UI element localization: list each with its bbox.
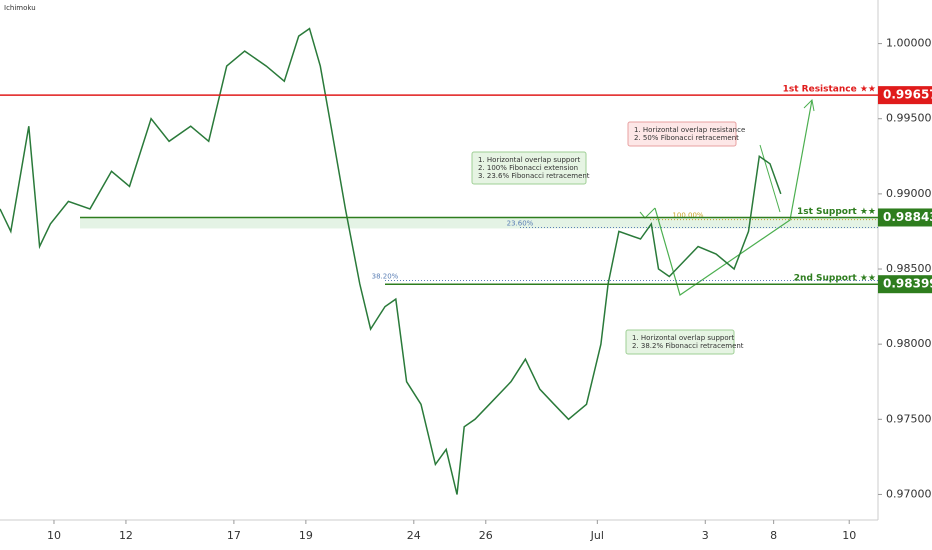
price-tag-label: 0.98399 bbox=[883, 277, 932, 291]
price-tag bbox=[878, 208, 932, 227]
arrow-head bbox=[803, 98, 815, 112]
annotation-text: 1. Horizontal overlap resistance bbox=[634, 126, 745, 134]
x-tick-label: 10 bbox=[47, 529, 61, 542]
x-tick-label: 17 bbox=[227, 529, 241, 542]
y-tick-label: 0.98000 bbox=[886, 337, 932, 350]
price-tag bbox=[878, 86, 932, 105]
y-tick-label: 1.00000 bbox=[886, 37, 932, 50]
support-zone bbox=[80, 217, 878, 229]
y-tick-label: 0.97500 bbox=[886, 412, 932, 425]
fib-label: 23.60% bbox=[507, 220, 534, 228]
x-tick-label: 19 bbox=[299, 529, 313, 542]
level-name: 2nd Support ★★ bbox=[794, 274, 876, 284]
annotation-text: 1. Horizontal overlap support bbox=[632, 334, 735, 342]
y-tick-label: 0.99500 bbox=[886, 112, 932, 125]
arrow-path bbox=[759, 144, 781, 213]
x-tick-label: 26 bbox=[479, 529, 493, 542]
price-line bbox=[0, 27, 782, 495]
annotation-text: 1. Horizontal overlap support bbox=[478, 156, 581, 164]
price-tag bbox=[878, 275, 932, 294]
level-name: 1st Support ★★ bbox=[797, 207, 876, 217]
x-tick-label: 3 bbox=[702, 529, 709, 542]
x-tick-label: Jul bbox=[590, 529, 604, 542]
x-tick-label: 12 bbox=[119, 529, 133, 542]
annotation-text: 3. 23.6% Fibonacci retracement bbox=[478, 172, 590, 180]
y-tick-label: 0.99000 bbox=[886, 187, 932, 200]
annotation-text: 2. 50% Fibonacci retracement bbox=[634, 134, 739, 142]
level-name: 1st Resistance ★★ bbox=[783, 85, 876, 95]
price-tag-label: 0.98843 bbox=[883, 210, 932, 224]
fib-label: 38.20% bbox=[372, 272, 399, 280]
annotation-text: 2. 38.2% Fibonacci retracement bbox=[632, 342, 744, 350]
indicator-label: Ichimoku bbox=[4, 4, 36, 12]
annotation-box bbox=[625, 329, 735, 355]
x-tick-label: 10 bbox=[842, 529, 856, 542]
x-tick-label: 24 bbox=[407, 529, 421, 542]
price-tag-label: 0.99657 bbox=[883, 88, 932, 102]
arrow-path bbox=[654, 99, 813, 296]
y-tick-label: 0.98500 bbox=[886, 262, 932, 275]
annotation-box bbox=[471, 151, 587, 185]
y-tick-label: 0.97000 bbox=[886, 487, 932, 500]
x-tick-label: 8 bbox=[770, 529, 777, 542]
annotation-text: 2. 100% Fibonacci extension bbox=[478, 164, 578, 172]
annotation-box bbox=[627, 121, 737, 147]
fib-label: 100.00% bbox=[672, 212, 703, 220]
